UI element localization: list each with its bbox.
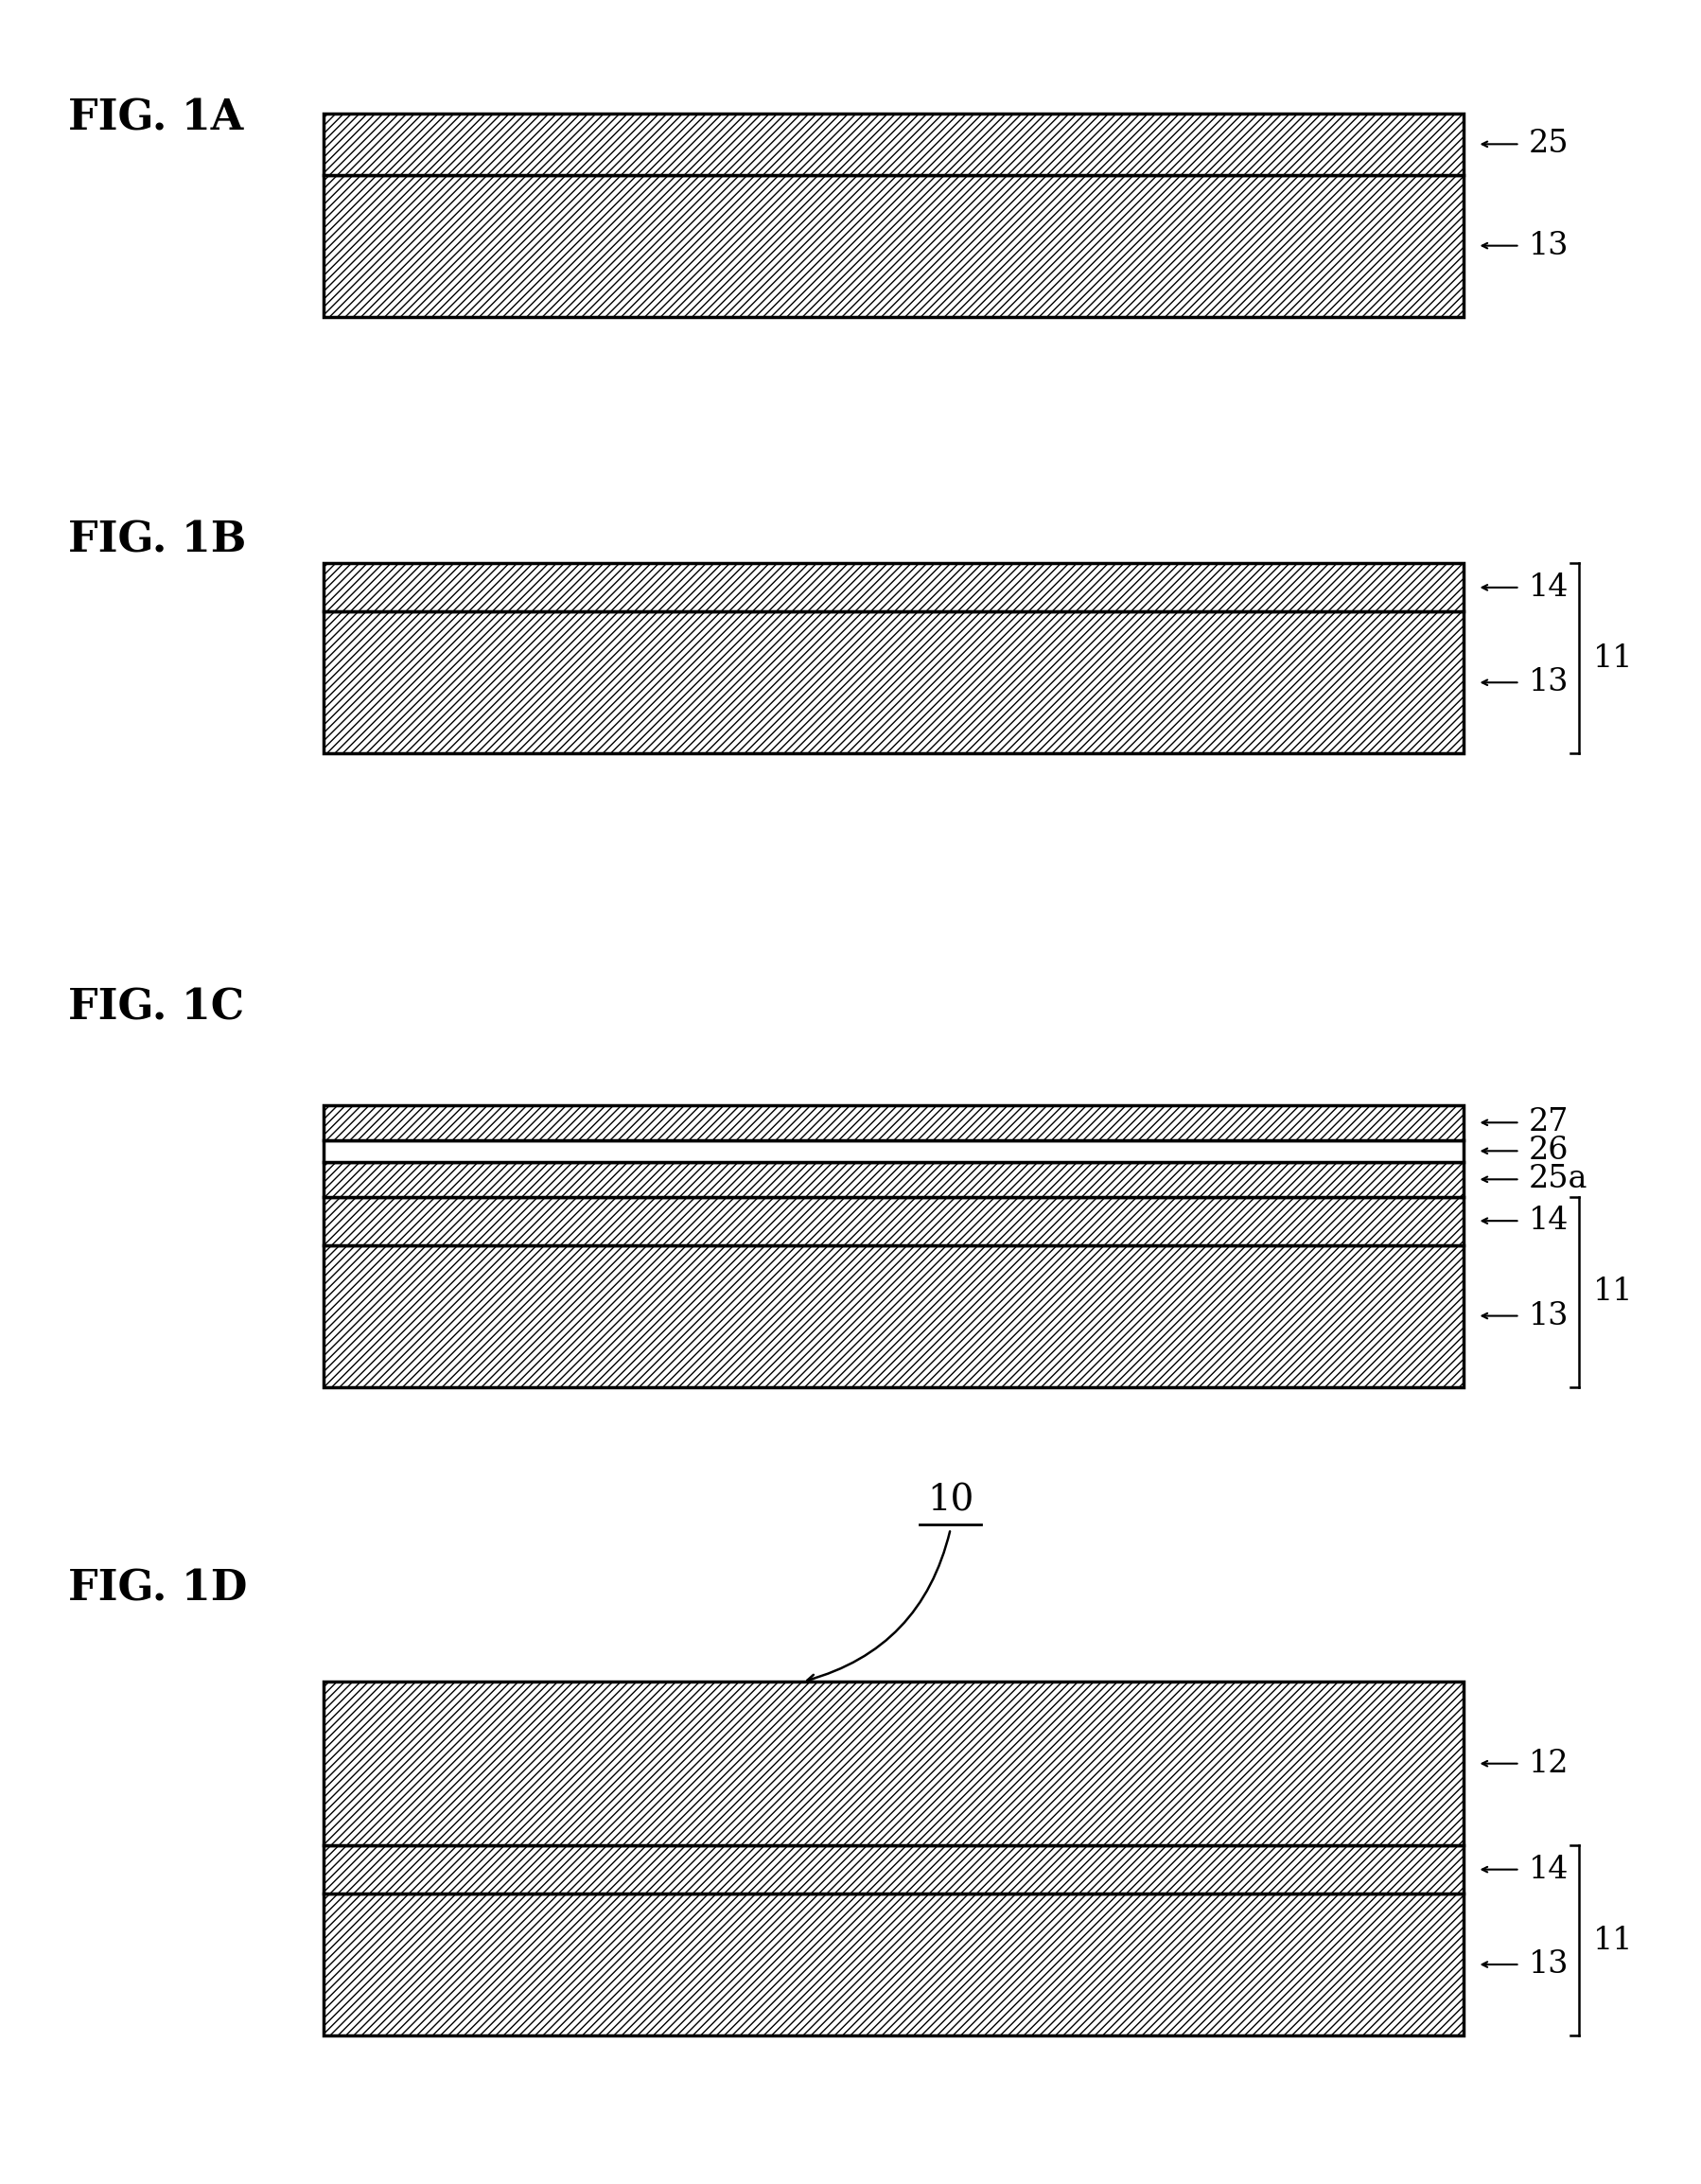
- Text: 11: 11: [1592, 1278, 1633, 1306]
- Bar: [323, 612, 1463, 753]
- Bar: [323, 1162, 1463, 1197]
- Bar: [323, 1197, 1463, 1245]
- Bar: [323, 1245, 1463, 1387]
- Bar: [323, 114, 1463, 175]
- Text: 12: 12: [1527, 1749, 1568, 1778]
- Text: 14: 14: [1527, 1854, 1568, 1885]
- Text: FIG. 1A: FIG. 1A: [68, 98, 243, 140]
- Text: 13: 13: [1527, 1950, 1568, 1979]
- Bar: [323, 1105, 1463, 1140]
- Text: 11: 11: [1592, 1926, 1633, 1955]
- Bar: [323, 1845, 1463, 1894]
- Bar: [323, 1894, 1463, 2035]
- Text: FIG. 1D: FIG. 1D: [68, 1568, 247, 1610]
- Text: 14: 14: [1527, 572, 1568, 603]
- Text: 14: 14: [1527, 1206, 1568, 1236]
- Bar: [323, 563, 1463, 612]
- Text: FIG. 1B: FIG. 1B: [68, 520, 247, 561]
- Text: 27: 27: [1527, 1107, 1568, 1138]
- Text: 11: 11: [1592, 644, 1633, 673]
- Text: 25: 25: [1527, 129, 1568, 159]
- Text: 10: 10: [927, 1483, 973, 1518]
- Text: 13: 13: [1527, 232, 1568, 260]
- Text: 13: 13: [1527, 1302, 1568, 1330]
- Bar: [323, 1682, 1463, 1845]
- Bar: [323, 175, 1463, 317]
- Text: 25a: 25a: [1527, 1164, 1587, 1195]
- Text: 13: 13: [1527, 668, 1568, 697]
- Text: 26: 26: [1527, 1136, 1568, 1166]
- Bar: [323, 1140, 1463, 1162]
- Text: FIG. 1C: FIG. 1C: [68, 987, 243, 1029]
